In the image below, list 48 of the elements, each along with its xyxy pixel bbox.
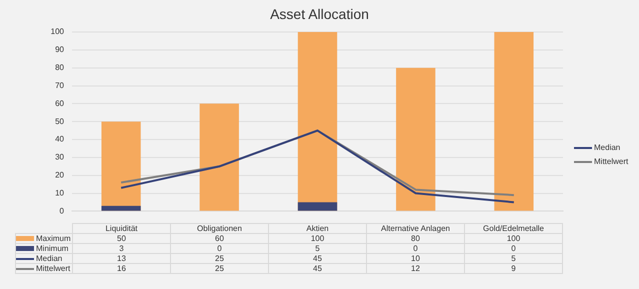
bar bbox=[200, 104, 239, 211]
bar bbox=[396, 68, 436, 211]
y-tick-label: 30 bbox=[55, 152, 65, 162]
y-tick-label: 70 bbox=[55, 80, 65, 90]
x-tick-label: Obligationen bbox=[170, 224, 268, 234]
bar bbox=[101, 206, 141, 211]
y-tick-label: 100 bbox=[50, 27, 65, 36]
data-label: 0 bbox=[170, 244, 268, 254]
data-label: 10 bbox=[366, 254, 464, 264]
x-tick-label: Gold/Edelmetalle bbox=[464, 224, 562, 234]
text: Median bbox=[594, 143, 620, 152]
data-label: 45 bbox=[268, 254, 366, 264]
y-tick-label: 20 bbox=[55, 170, 65, 180]
legend-label: Maximum bbox=[16, 234, 72, 244]
bar bbox=[494, 32, 534, 211]
text: Mittelwert bbox=[36, 264, 70, 273]
data-label: 12 bbox=[366, 264, 464, 274]
y-tick-label: 60 bbox=[55, 98, 65, 108]
x-tick-label: Liquidität bbox=[72, 224, 170, 234]
x-tick-label: Aktien bbox=[268, 224, 366, 234]
legend-label: Mittelwert bbox=[593, 156, 628, 168]
legend-label: Median bbox=[16, 254, 72, 264]
data-label: 13 bbox=[72, 254, 170, 264]
data-label: 3 bbox=[72, 244, 170, 254]
y-tick-label: 80 bbox=[55, 63, 65, 72]
y-tick-label: 90 bbox=[55, 45, 65, 54]
data-label: 0 bbox=[464, 244, 562, 254]
bar bbox=[298, 202, 338, 211]
data-label: 5 bbox=[268, 244, 366, 254]
data-label: 9 bbox=[464, 264, 562, 274]
legend-label: Minimum bbox=[16, 244, 72, 254]
y-tick-label: 10 bbox=[55, 188, 65, 198]
x-tick-label: Alternative Anlagen bbox=[366, 224, 464, 234]
data-label: 80 bbox=[366, 234, 464, 244]
data-label: 50 bbox=[72, 234, 170, 244]
data-label: 100 bbox=[268, 234, 366, 244]
data-label: 5 bbox=[464, 254, 562, 264]
data-label: 25 bbox=[170, 254, 268, 264]
data-label: 100 bbox=[464, 234, 562, 244]
data-label: 25 bbox=[170, 264, 268, 274]
y-tick-label: 40 bbox=[55, 134, 65, 144]
data-label: 16 bbox=[72, 264, 170, 274]
data-label: 45 bbox=[268, 264, 366, 274]
y-tick-label: 0 bbox=[60, 206, 65, 216]
chart-title: Asset Allocation bbox=[269, 6, 370, 22]
data-label: 0 bbox=[366, 244, 464, 254]
y-tick-label: 50 bbox=[55, 116, 65, 126]
data-label: 60 bbox=[170, 234, 268, 244]
